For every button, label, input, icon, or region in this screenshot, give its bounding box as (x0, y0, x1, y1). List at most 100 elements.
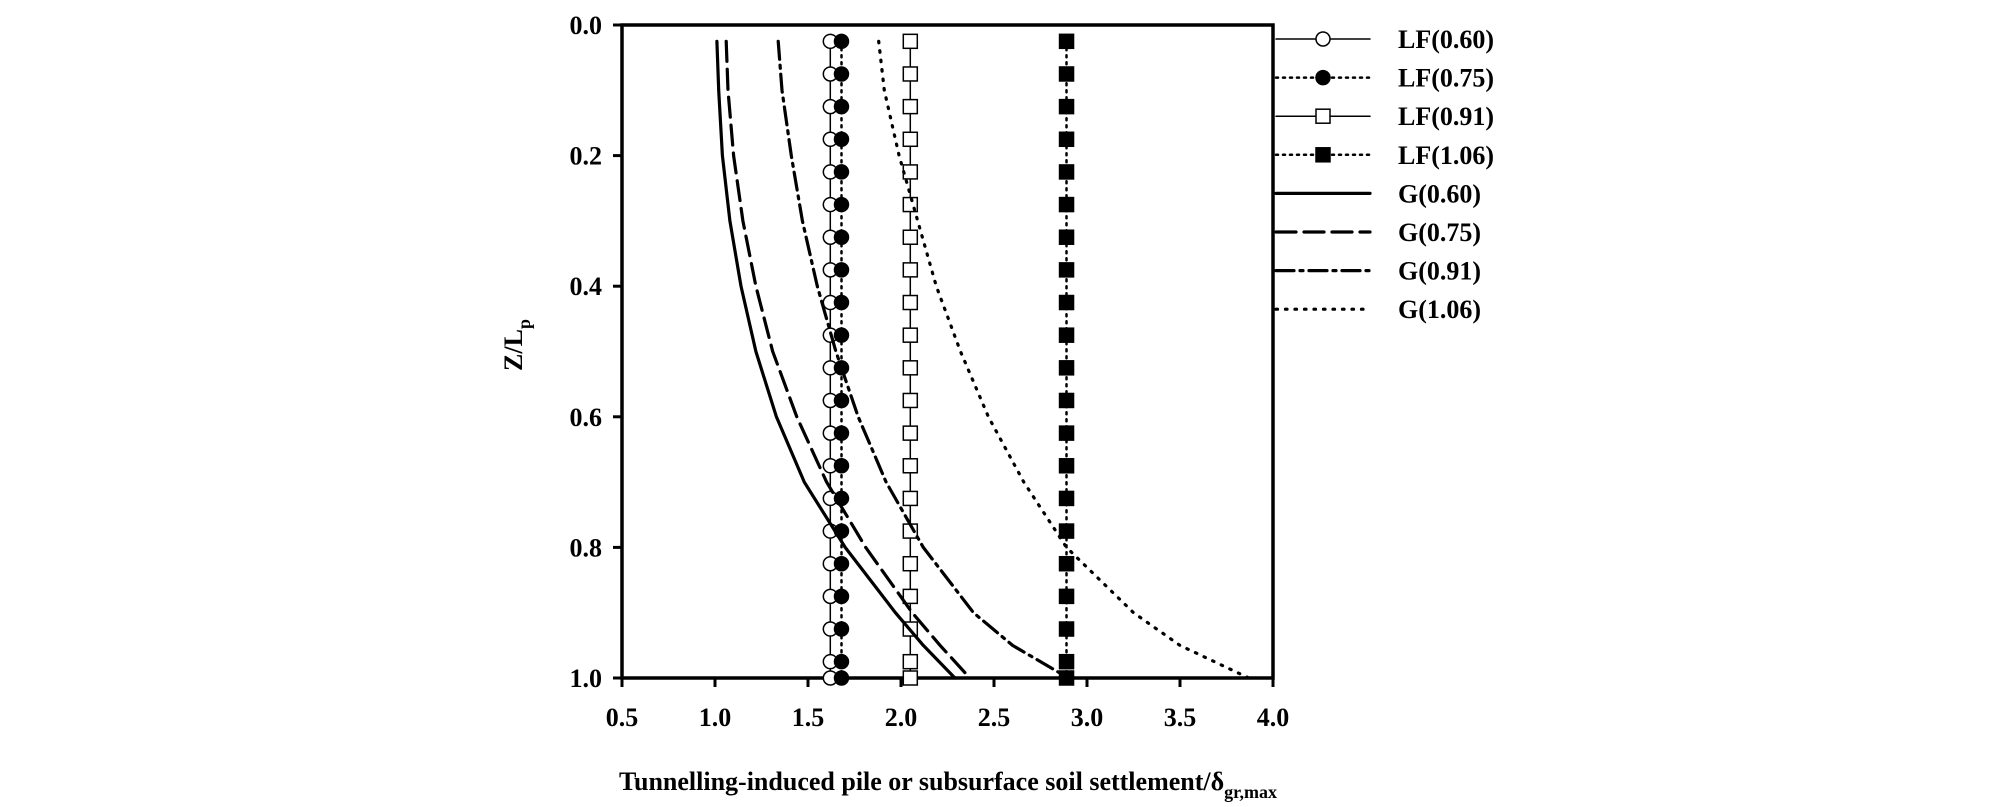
data-point-lf-1-06 (1058, 131, 1075, 148)
data-point-lf-1-06 (1058, 523, 1075, 539)
data-point-lf-0-91 (902, 229, 919, 245)
data-point-lf-1-06 (1058, 196, 1075, 213)
data-point-lf-0-91 (902, 360, 919, 376)
plot-frame-layer (620, 23, 1275, 680)
data-point-lf-0-75 (833, 33, 850, 50)
data-point-lf-0-91 (902, 262, 919, 278)
data-point-lf-1-06 (1058, 33, 1075, 50)
x-tick-label: 3.5 (1164, 703, 1197, 732)
data-point-lf-1-06 (1058, 392, 1075, 409)
data-point-lf-1-06 (1058, 653, 1075, 670)
y-axis-label: Z/Lp (499, 319, 534, 371)
series-g-0-91 (776, 39, 1071, 680)
legend-label: G(0.91) (1398, 257, 1481, 286)
x-tick-label: 2.0 (885, 703, 918, 732)
data-point-lf-0-91 (902, 653, 919, 670)
y-tick-label: 0.6 (570, 403, 603, 432)
legend-item-lf-0-91: LF(0.91) (1275, 102, 1494, 131)
series-layer (715, 33, 1251, 686)
series-g-1-06 (877, 39, 1251, 680)
series-lf-0-91 (902, 33, 919, 686)
data-point-lf-1-06 (1058, 555, 1075, 572)
data-point-lf-0-75 (833, 327, 850, 343)
y-axis-label-subscript: p (514, 319, 534, 329)
x-tick-label: 0.5 (606, 703, 639, 732)
data-point-lf-0-91 (902, 392, 919, 409)
legend-swatch-marker (1315, 108, 1331, 124)
data-point-lf-0-75 (833, 196, 850, 213)
y-tick-label: 0.4 (570, 272, 603, 301)
legend-item-lf-1-06: LF(1.06) (1274, 141, 1494, 170)
data-point-lf-1-06 (1058, 490, 1075, 507)
data-point-lf-0-75 (833, 621, 850, 637)
data-point-lf-1-06 (1058, 262, 1075, 278)
data-point-lf-1-06 (1058, 98, 1075, 115)
data-point-lf-0-91 (902, 131, 919, 148)
legend-swatch-marker (1315, 147, 1331, 163)
x-tick-label: 4.0 (1257, 703, 1290, 732)
legend-item-lf-0-60: LF(0.60) (1275, 25, 1494, 54)
legend-label: G(0.60) (1398, 179, 1481, 208)
data-point-lf-0-75 (833, 392, 850, 409)
data-point-lf-0-75 (833, 588, 850, 605)
y-tick-label: 0.0 (570, 11, 603, 40)
data-point-lf-0-91 (902, 66, 919, 82)
axis-layer: Tunnelling-induced pile or subsurface so… (499, 11, 1289, 802)
y-tick-label: 1.0 (570, 664, 603, 693)
y-tick-label: 0.8 (570, 533, 603, 562)
x-axis-label-subscript: gr,max (1224, 782, 1277, 802)
data-point-lf-0-91 (902, 588, 919, 605)
series-lf-1-06 (1058, 33, 1075, 686)
data-point-lf-0-75 (833, 670, 850, 686)
series-g-0-75 (724, 39, 972, 680)
legend-label: G(1.06) (1398, 295, 1481, 324)
data-point-lf-0-75 (833, 262, 850, 278)
series-line-g-1-06 (877, 39, 1251, 680)
data-point-lf-0-91 (902, 670, 919, 686)
data-point-lf-1-06 (1058, 164, 1075, 180)
data-point-lf-0-91 (902, 555, 919, 572)
y-tick-label: 0.2 (570, 142, 603, 171)
legend-label: LF(0.91) (1398, 102, 1494, 131)
legend-label: LF(0.75) (1398, 64, 1494, 93)
data-point-lf-1-06 (1058, 425, 1075, 441)
legend-item-lf-0-75: LF(0.75) (1274, 64, 1494, 93)
series-lf-0-75 (833, 33, 850, 686)
legend-item-g-0-75: G(0.75) (1274, 218, 1481, 247)
data-point-lf-0-75 (833, 294, 850, 311)
legend-label: LF(0.60) (1398, 25, 1494, 54)
data-point-lf-0-75 (833, 66, 850, 82)
data-point-lf-1-06 (1058, 66, 1075, 82)
plot-frame (620, 23, 1275, 680)
data-point-lf-0-91 (902, 458, 919, 474)
data-point-lf-1-06 (1058, 588, 1075, 605)
data-point-lf-0-75 (833, 653, 850, 670)
x-tick-label: 3.0 (1071, 703, 1104, 732)
data-point-lf-0-75 (833, 229, 850, 245)
x-tick-label: 2.5 (978, 703, 1011, 732)
data-point-lf-0-91 (902, 327, 919, 343)
data-point-lf-0-91 (902, 98, 919, 115)
series-g-0-60 (715, 39, 957, 680)
legend-label: LF(1.06) (1398, 141, 1494, 170)
data-point-lf-0-75 (833, 425, 850, 441)
data-point-lf-0-91 (902, 490, 919, 507)
x-tick-label: 1.0 (699, 703, 732, 732)
legend-item-g-1-06: G(1.06) (1274, 295, 1481, 324)
x-tick-label: 1.5 (792, 703, 825, 732)
data-point-lf-0-75 (833, 458, 850, 474)
legend: LF(0.60) LF(0.75) LF(0.91) LF(1.06) G(0.60) G… (1274, 25, 1494, 324)
series-line-g-0-60 (715, 39, 957, 680)
data-point-lf-0-75 (833, 98, 850, 115)
data-point-lf-1-06 (1058, 360, 1075, 376)
series-line-g-0-91 (776, 39, 1071, 680)
data-point-lf-1-06 (1058, 294, 1075, 311)
data-point-lf-0-75 (833, 164, 850, 180)
data-point-lf-0-91 (902, 425, 919, 441)
data-point-lf-1-06 (1058, 621, 1075, 637)
legend-item-g-0-91: G(0.91) (1274, 257, 1481, 286)
series-lf-0-60 (822, 33, 839, 686)
data-point-lf-1-06 (1058, 458, 1075, 474)
legend-swatch-marker (1315, 31, 1331, 47)
series-line-g-0-75 (724, 39, 972, 680)
